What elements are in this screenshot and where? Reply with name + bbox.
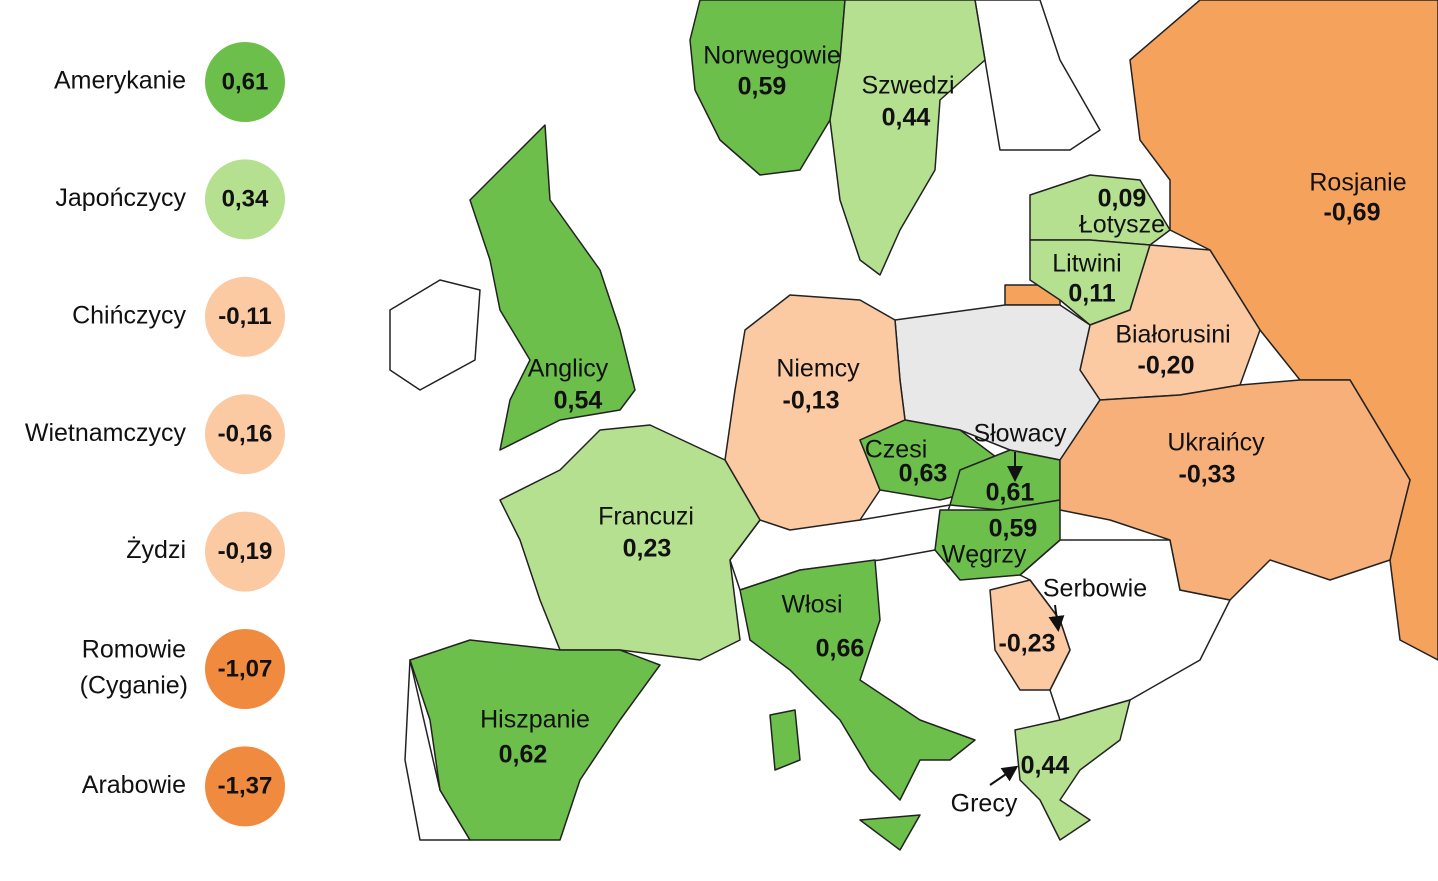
region-value: 0,09 — [1098, 185, 1147, 213]
region-name: Czesi — [865, 436, 928, 464]
region-shape — [769, 709, 801, 771]
legend-name: Arabowie — [82, 771, 186, 799]
legend-value: -0,11 — [218, 303, 271, 330]
arrow — [989, 765, 1019, 786]
legend-badge — [205, 394, 285, 475]
region-value: 0,59 — [738, 73, 787, 101]
region-shape — [409, 639, 661, 841]
legend-value: -1,07 — [218, 655, 273, 682]
region-name: Szwedzi — [861, 72, 954, 100]
region-shape — [469, 124, 636, 451]
region-value: 0,66 — [816, 635, 865, 663]
legend-badge — [205, 629, 285, 709]
legend-value: 0,34 — [222, 186, 269, 213]
legend-note: (Cyganie) — [80, 672, 188, 700]
arrow — [1048, 604, 1065, 632]
region-value: 0,63 — [899, 460, 948, 488]
land — [974, 0, 1101, 151]
region-name: Litwini — [1052, 250, 1121, 278]
legend-badge — [205, 511, 285, 592]
legend-name: Romowie — [82, 636, 186, 664]
land — [404, 659, 471, 841]
region-shape — [829, 0, 986, 276]
legend-value: -0,19 — [218, 538, 273, 565]
region-shape — [499, 424, 761, 661]
region-shape — [1059, 379, 1411, 601]
legend-name: Żydzi — [126, 535, 186, 564]
region-value: 0,44 — [1021, 752, 1070, 780]
legend-badge — [205, 276, 285, 357]
region-name: Grecy — [951, 790, 1018, 818]
legend-value: -0,16 — [218, 421, 273, 448]
region-name: Niemcy — [776, 355, 860, 383]
region-labels: Norwegowie 0,59 Szwedzi 0,44 Rosjanie -0… — [480, 42, 1407, 818]
region-value: 0,62 — [499, 741, 548, 769]
region-value: 0,23 — [623, 535, 672, 563]
legend-value: -1,37 — [218, 773, 273, 800]
legend-value: 0,61 — [222, 68, 269, 95]
legend-badge — [205, 42, 285, 122]
region-value: -0,23 — [999, 630, 1056, 658]
region-value: -0,20 — [1138, 352, 1195, 380]
legend-name: Chińczycy — [72, 301, 186, 329]
region-name: Hiszpanie — [480, 706, 590, 734]
region-value: 0,59 — [989, 515, 1038, 543]
region-shape — [934, 499, 1061, 581]
region-shape — [989, 579, 1071, 691]
legend-badge — [205, 159, 285, 240]
legend: 0,61 Amerykanie 0,34 Japończycy -0,11 Chińczy… — [25, 42, 285, 827]
region-shape — [1014, 699, 1131, 841]
region-name: Ukraińcy — [1167, 429, 1265, 457]
region-name: Włosi — [781, 591, 842, 619]
region-value: -0,69 — [1324, 199, 1381, 227]
legend-name: Amerykanie — [54, 67, 186, 95]
map-land — [389, 0, 1438, 851]
region-value: 0,44 — [882, 104, 931, 132]
region-name: Serbowie — [1043, 575, 1147, 603]
region-name: Białorusini — [1115, 321, 1230, 349]
arrows — [989, 452, 1065, 786]
region-name: Anglicy — [528, 355, 609, 383]
region-name: Węgrzy — [942, 541, 1027, 569]
land — [389, 279, 481, 391]
region-value: 0,11 — [1068, 280, 1115, 308]
region-name: Norwegowie — [703, 42, 841, 70]
region-name: Rosjanie — [1309, 169, 1406, 197]
legend-badge — [205, 746, 285, 827]
region-name: Słowacy — [973, 420, 1067, 448]
region-shape — [739, 559, 976, 801]
region-value: 0,61 — [986, 479, 1035, 507]
region-value: 0,54 — [554, 387, 603, 415]
region-value: -0,13 — [783, 387, 840, 415]
region-value: -0,33 — [1179, 461, 1236, 489]
region-shape — [859, 814, 921, 851]
region-name: Łotysze — [1079, 211, 1165, 239]
legend-name: Japończycy — [55, 184, 186, 212]
legend-name: Wietnamczycy — [25, 419, 187, 447]
region-name: Francuzi — [598, 503, 694, 531]
